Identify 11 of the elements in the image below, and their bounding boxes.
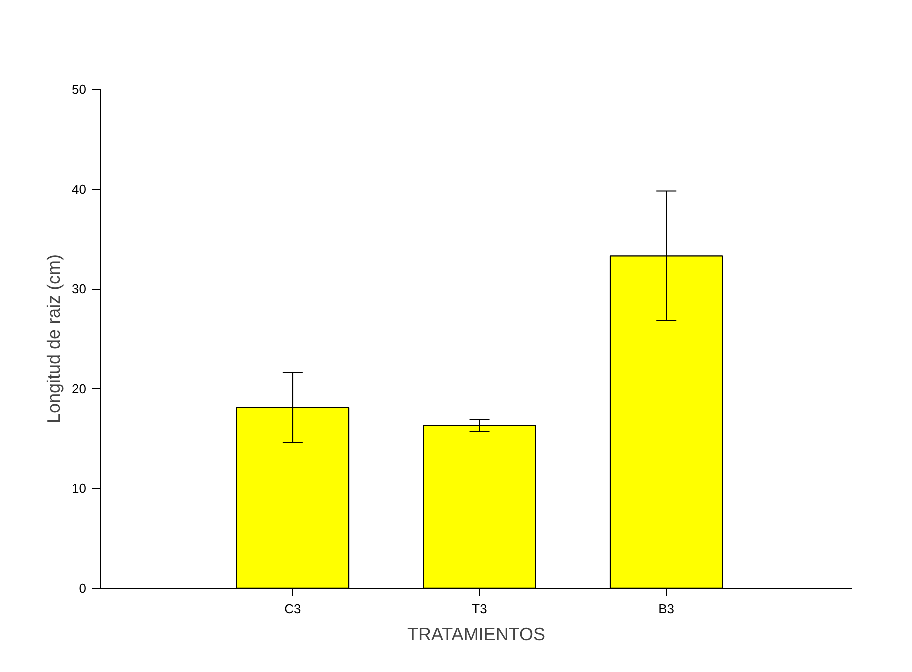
y-tick-label: 0: [79, 581, 87, 596]
x-axis-title: TRATAMIENTOS: [407, 624, 546, 644]
x-tick-label: B3: [658, 602, 675, 616]
y-tick-label: 40: [72, 182, 87, 197]
y-axis-title: Longitud de raiz (cm): [44, 254, 64, 424]
y-tick-label: 20: [72, 381, 87, 396]
x-tick-label: C3: [284, 602, 302, 616]
y-tick-label: 10: [72, 481, 87, 496]
y-tick-label: 30: [72, 282, 87, 297]
y-tick-label: 50: [72, 82, 87, 97]
x-tick-label: T3: [472, 602, 488, 616]
